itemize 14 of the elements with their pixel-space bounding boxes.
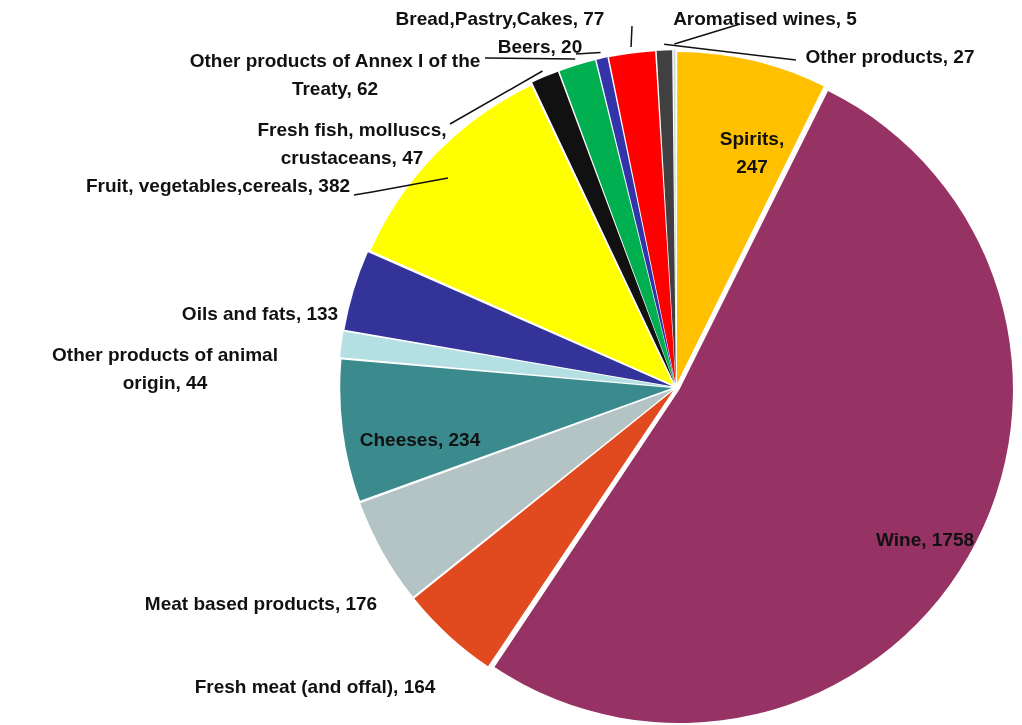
slice-label: Spirits, 247 — [719, 128, 785, 178]
slice-label: Aromatised wines, 5 — [673, 8, 858, 30]
slice-label: Fruit, vegetables,cereals, 382 — [85, 175, 351, 197]
slice-label: Wine, 1758 — [875, 529, 975, 551]
slice-label: Oils and fats, 133 — [181, 303, 339, 325]
slice-label: Fresh fish, molluscs, crustaceans, 47 — [257, 119, 447, 169]
slice-label: Cheeses, 234 — [359, 429, 481, 451]
slice-label: Fresh meat (and offal), 164 — [194, 676, 436, 698]
slice-label: Beers, 20 — [497, 36, 583, 58]
slice-label: Other products of animal origin, 44 — [52, 344, 278, 394]
slice-label: Other products, 27 — [805, 46, 975, 68]
slice-label: Meat based products, 176 — [144, 593, 378, 615]
slice-label: Other products of Annex I of the Treaty, 62 — [189, 50, 481, 100]
slice-label: Bread,Pastry,Cakes, 77 — [395, 8, 605, 30]
